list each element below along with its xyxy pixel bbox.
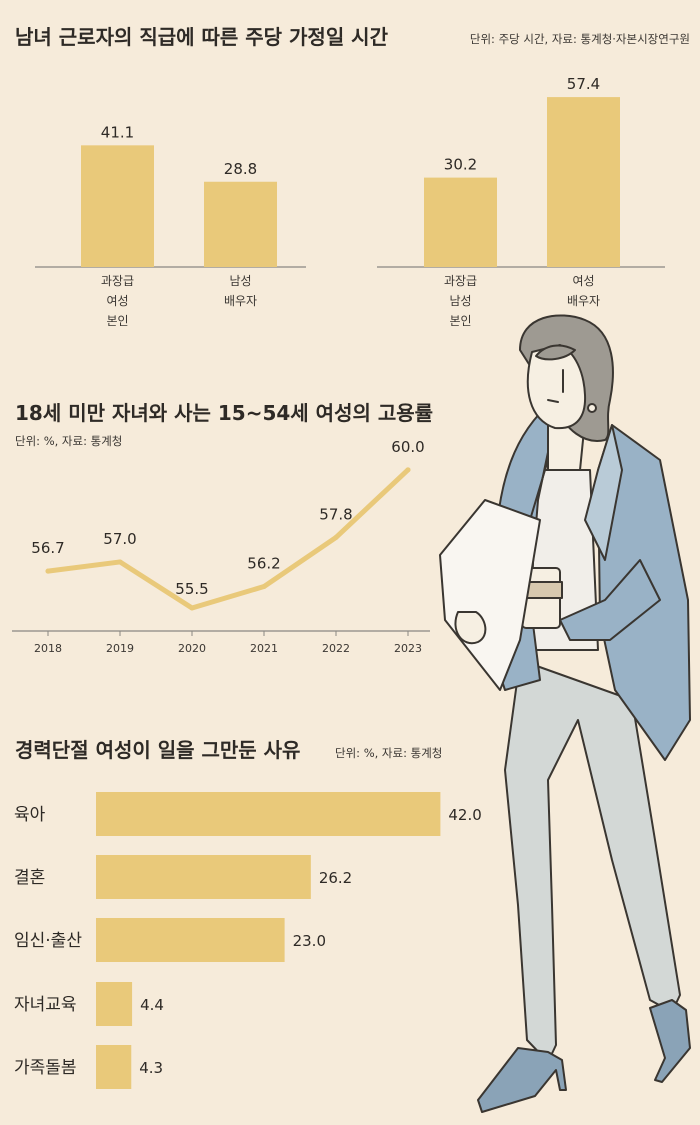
- category-label: 여성: [106, 294, 128, 308]
- section3-title: 경력단절 여성이 일을 그만둔 사유: [15, 738, 300, 762]
- data-label: 4.4: [140, 996, 164, 1014]
- series-line: [45, 467, 411, 611]
- category-label: 과장급: [101, 274, 134, 288]
- x-tick-label: 2020: [178, 642, 206, 655]
- section2-note: 단위: %, 자료: 통계청: [15, 434, 122, 448]
- data-label: 56.7: [31, 539, 64, 557]
- category-label: 임신·출산: [14, 931, 82, 951]
- section3-note: 단위: %, 자료: 통계청: [335, 746, 442, 760]
- data-label: 4.3: [139, 1059, 163, 1077]
- bar: [204, 181, 277, 267]
- data-label: 60.0: [391, 438, 424, 456]
- data-point: [189, 605, 195, 611]
- section1-title: 남녀 근로자의 직급에 따른 주당 가정일 시간: [15, 25, 389, 49]
- data-label: 23.0: [293, 932, 326, 950]
- bar: [424, 177, 497, 267]
- section3-chart: 육아 42.0 결혼 26.2 임신·출산 23.0 자녀교육 4.4 가족돌봄 4.3: [14, 792, 482, 1089]
- bar: [96, 855, 311, 899]
- data-label: 56.2: [247, 555, 280, 573]
- category-label: 배우자: [567, 294, 600, 308]
- category-label: 여성: [572, 274, 594, 288]
- bar: [96, 1045, 132, 1089]
- category-label: 과장급: [444, 274, 477, 288]
- data-label: 57.8: [319, 505, 352, 523]
- category-label: 남성: [229, 274, 251, 288]
- category-label: 결혼: [14, 868, 45, 888]
- woman-illustration: [439, 314, 691, 1113]
- x-tick-label: 2023: [394, 642, 422, 655]
- category-label: 본인: [449, 314, 471, 328]
- bar: [547, 97, 620, 267]
- section2-title: 18세 미만 자녀와 사는 15~54세 여성의 고용률: [15, 401, 433, 425]
- section1-note: 단위: 주당 시간, 자료: 통계청·자본시장연구원: [470, 32, 690, 46]
- category-label: 본인: [106, 314, 128, 328]
- category-label: 남성: [449, 294, 471, 308]
- category-label: 배우자: [224, 294, 257, 308]
- data-label: 57.4: [567, 75, 600, 93]
- bar: [81, 145, 154, 267]
- category-label: 가족돌봄: [14, 1058, 77, 1078]
- data-point: [333, 534, 339, 540]
- bar: [96, 792, 441, 836]
- data-label: 42.0: [448, 806, 481, 824]
- x-tick-label: 2022: [322, 642, 350, 655]
- x-tick-label: 2021: [250, 642, 278, 655]
- section2-chart: 56.7 2018 57.0 2019 55.5 2020 56.2 2021 57.8 2022…: [12, 438, 430, 655]
- data-point: [117, 559, 123, 565]
- data-point: [405, 467, 411, 473]
- x-tick-label: 2019: [106, 642, 134, 655]
- data-point: [261, 584, 267, 590]
- category-label: 자녀교육: [14, 995, 77, 1015]
- data-label: 57.0: [103, 530, 136, 548]
- data-point: [45, 568, 51, 574]
- bar: [96, 982, 133, 1026]
- data-label: 55.5: [175, 580, 208, 598]
- data-label: 41.1: [101, 123, 134, 141]
- data-label: 26.2: [319, 869, 352, 887]
- bar: [96, 918, 285, 962]
- data-label: 30.2: [444, 156, 477, 174]
- data-label: 28.8: [224, 160, 257, 178]
- category-label: 육아: [14, 805, 46, 825]
- x-tick-label: 2018: [34, 642, 62, 655]
